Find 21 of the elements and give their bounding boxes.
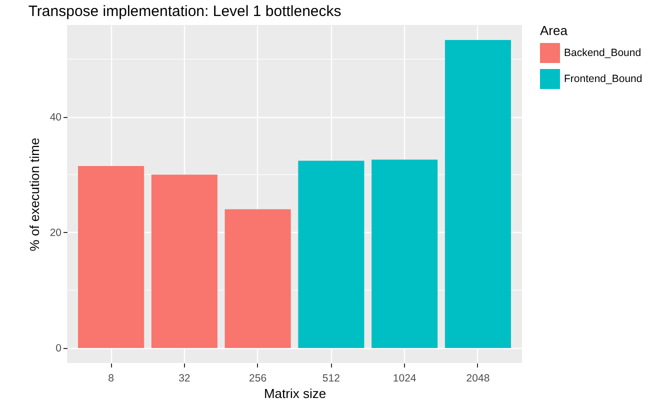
chart-title: Transpose implementation: Level 1 bottlenecks bbox=[28, 3, 342, 20]
legend-label: Backend_Bound bbox=[564, 47, 642, 59]
legend-label: Frontend_Bound bbox=[564, 73, 642, 85]
bar bbox=[444, 40, 511, 348]
bar bbox=[372, 160, 438, 348]
x-tick-label: 512 bbox=[322, 372, 340, 384]
y-tick-label: 20 bbox=[50, 226, 62, 239]
legend-title: Area bbox=[540, 23, 568, 38]
bar bbox=[151, 174, 218, 348]
y-axis-title: % of execution time bbox=[26, 138, 42, 252]
x-tick-label: 256 bbox=[249, 372, 267, 384]
bar bbox=[224, 209, 291, 348]
x-axis-title: Matrix size bbox=[264, 386, 326, 401]
x-tick-label: 32 bbox=[178, 372, 190, 384]
bar bbox=[298, 160, 364, 348]
x-tick-label: 2048 bbox=[466, 372, 490, 384]
x-tick-label: 1024 bbox=[392, 372, 416, 384]
y-tick-label: 40 bbox=[50, 111, 62, 124]
x-tick-label: 8 bbox=[108, 372, 114, 384]
bar bbox=[78, 166, 144, 348]
y-tick-label: 0 bbox=[56, 342, 62, 354]
